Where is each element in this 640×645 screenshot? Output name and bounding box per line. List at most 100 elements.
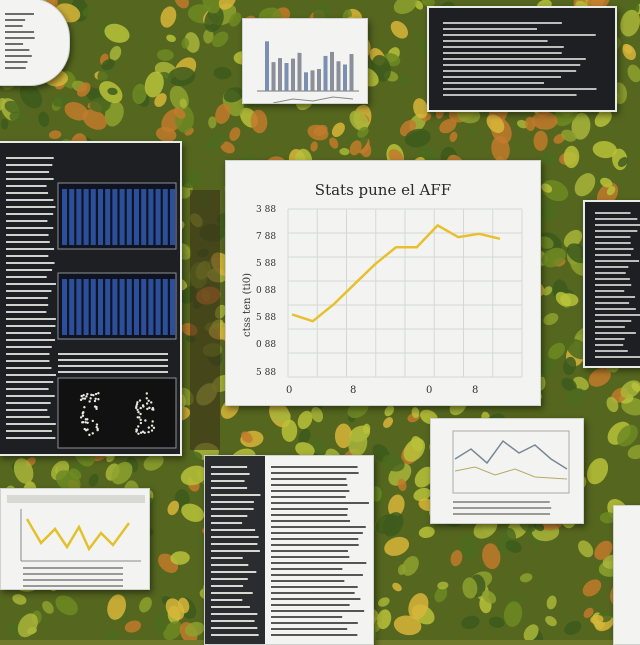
density-dot: [137, 416, 139, 418]
bar: [317, 69, 321, 91]
text-line: [595, 332, 636, 334]
text-line: [6, 157, 54, 159]
branch-shadow: [190, 190, 220, 450]
density-dot: [146, 397, 148, 399]
sidebar-line: [211, 585, 243, 587]
sidebar-line: [211, 620, 255, 622]
density-dot: [85, 418, 87, 420]
text-line: [595, 212, 631, 214]
bar: [330, 52, 334, 91]
sidebar-line: [211, 543, 257, 545]
text-line: [6, 423, 56, 425]
text-line: [271, 628, 347, 630]
bar: [350, 54, 354, 91]
text-line: [271, 478, 346, 480]
dark-text-panel-top: [427, 6, 617, 112]
text-line: [595, 266, 628, 268]
text-line: [6, 185, 47, 187]
series-line: [27, 519, 129, 549]
text-line: [271, 562, 366, 564]
sidebar-line: [211, 599, 242, 601]
text-line: [6, 255, 48, 257]
text-line: [6, 304, 48, 306]
sidebar-line: [211, 606, 250, 608]
text-line: [271, 520, 350, 522]
blue-bar: [170, 279, 175, 335]
blue-bar: [148, 279, 153, 335]
text-line: [5, 43, 23, 45]
sidebar-line: [211, 466, 247, 468]
dashboard-content: [0, 143, 182, 456]
text-line: [58, 371, 168, 373]
text-line: [595, 272, 626, 274]
bar: [311, 70, 315, 91]
density-dot: [140, 422, 142, 424]
scribble: [273, 97, 353, 103]
density-dot: [139, 407, 141, 409]
density-dot: [81, 421, 83, 423]
density-dot: [146, 392, 148, 394]
density-dot: [146, 402, 148, 404]
sidebar-line: [211, 550, 260, 552]
text-line: [595, 338, 625, 340]
density-dot: [136, 401, 138, 403]
text-line: [5, 13, 34, 15]
density-dot: [88, 434, 90, 436]
sidebar-line: [211, 578, 248, 580]
text-line: [6, 227, 53, 229]
sidebar-line: [211, 501, 254, 503]
text-line: [271, 568, 342, 570]
text-line: [6, 409, 47, 411]
text-line: [6, 290, 51, 292]
bar: [285, 63, 289, 91]
text-line: [6, 353, 49, 355]
text-line: [443, 34, 596, 36]
text-line: [443, 58, 586, 60]
text-line: [5, 25, 23, 27]
density-dot: [85, 395, 87, 397]
blue-bar: [134, 279, 139, 335]
dark-dashboard-card: [0, 141, 182, 456]
text-line: [595, 350, 628, 352]
density-dot: [80, 395, 82, 397]
density-dot: [92, 432, 94, 434]
series-line: [292, 225, 500, 321]
text-line: [6, 171, 49, 173]
bar: [278, 58, 282, 91]
blue-bar: [141, 189, 146, 245]
text-line: [595, 326, 625, 328]
bar: [272, 62, 276, 91]
text-line: [6, 234, 49, 236]
density-dot: [84, 397, 86, 399]
text-line: [6, 311, 46, 313]
text-line: [6, 276, 47, 278]
text-line: [6, 178, 54, 180]
text-line: [595, 290, 624, 292]
plot-frame: [453, 431, 569, 493]
text-line: [5, 37, 35, 39]
density-dot: [140, 431, 142, 433]
text-line: [6, 213, 53, 215]
text-line: [595, 296, 635, 298]
density-dot: [94, 400, 96, 402]
blue-bar: [98, 189, 103, 245]
density-dot: [97, 398, 99, 400]
blue-bar: [156, 189, 161, 245]
text-line: [6, 248, 54, 250]
text-line: [6, 297, 48, 299]
text-line: [6, 318, 56, 320]
bar: [337, 61, 341, 91]
bar: [343, 65, 347, 91]
small-bar-chart-card: [242, 18, 368, 104]
header-strip: [7, 495, 145, 503]
text-line: [58, 353, 168, 355]
blue-bar: [62, 279, 67, 335]
density-dot: [152, 408, 154, 410]
text-line: [6, 164, 52, 166]
blue-bar: [84, 189, 89, 245]
blue-bar: [84, 279, 89, 335]
blue-bar: [120, 189, 125, 245]
density-dot: [82, 412, 84, 414]
text-line: [595, 218, 637, 220]
